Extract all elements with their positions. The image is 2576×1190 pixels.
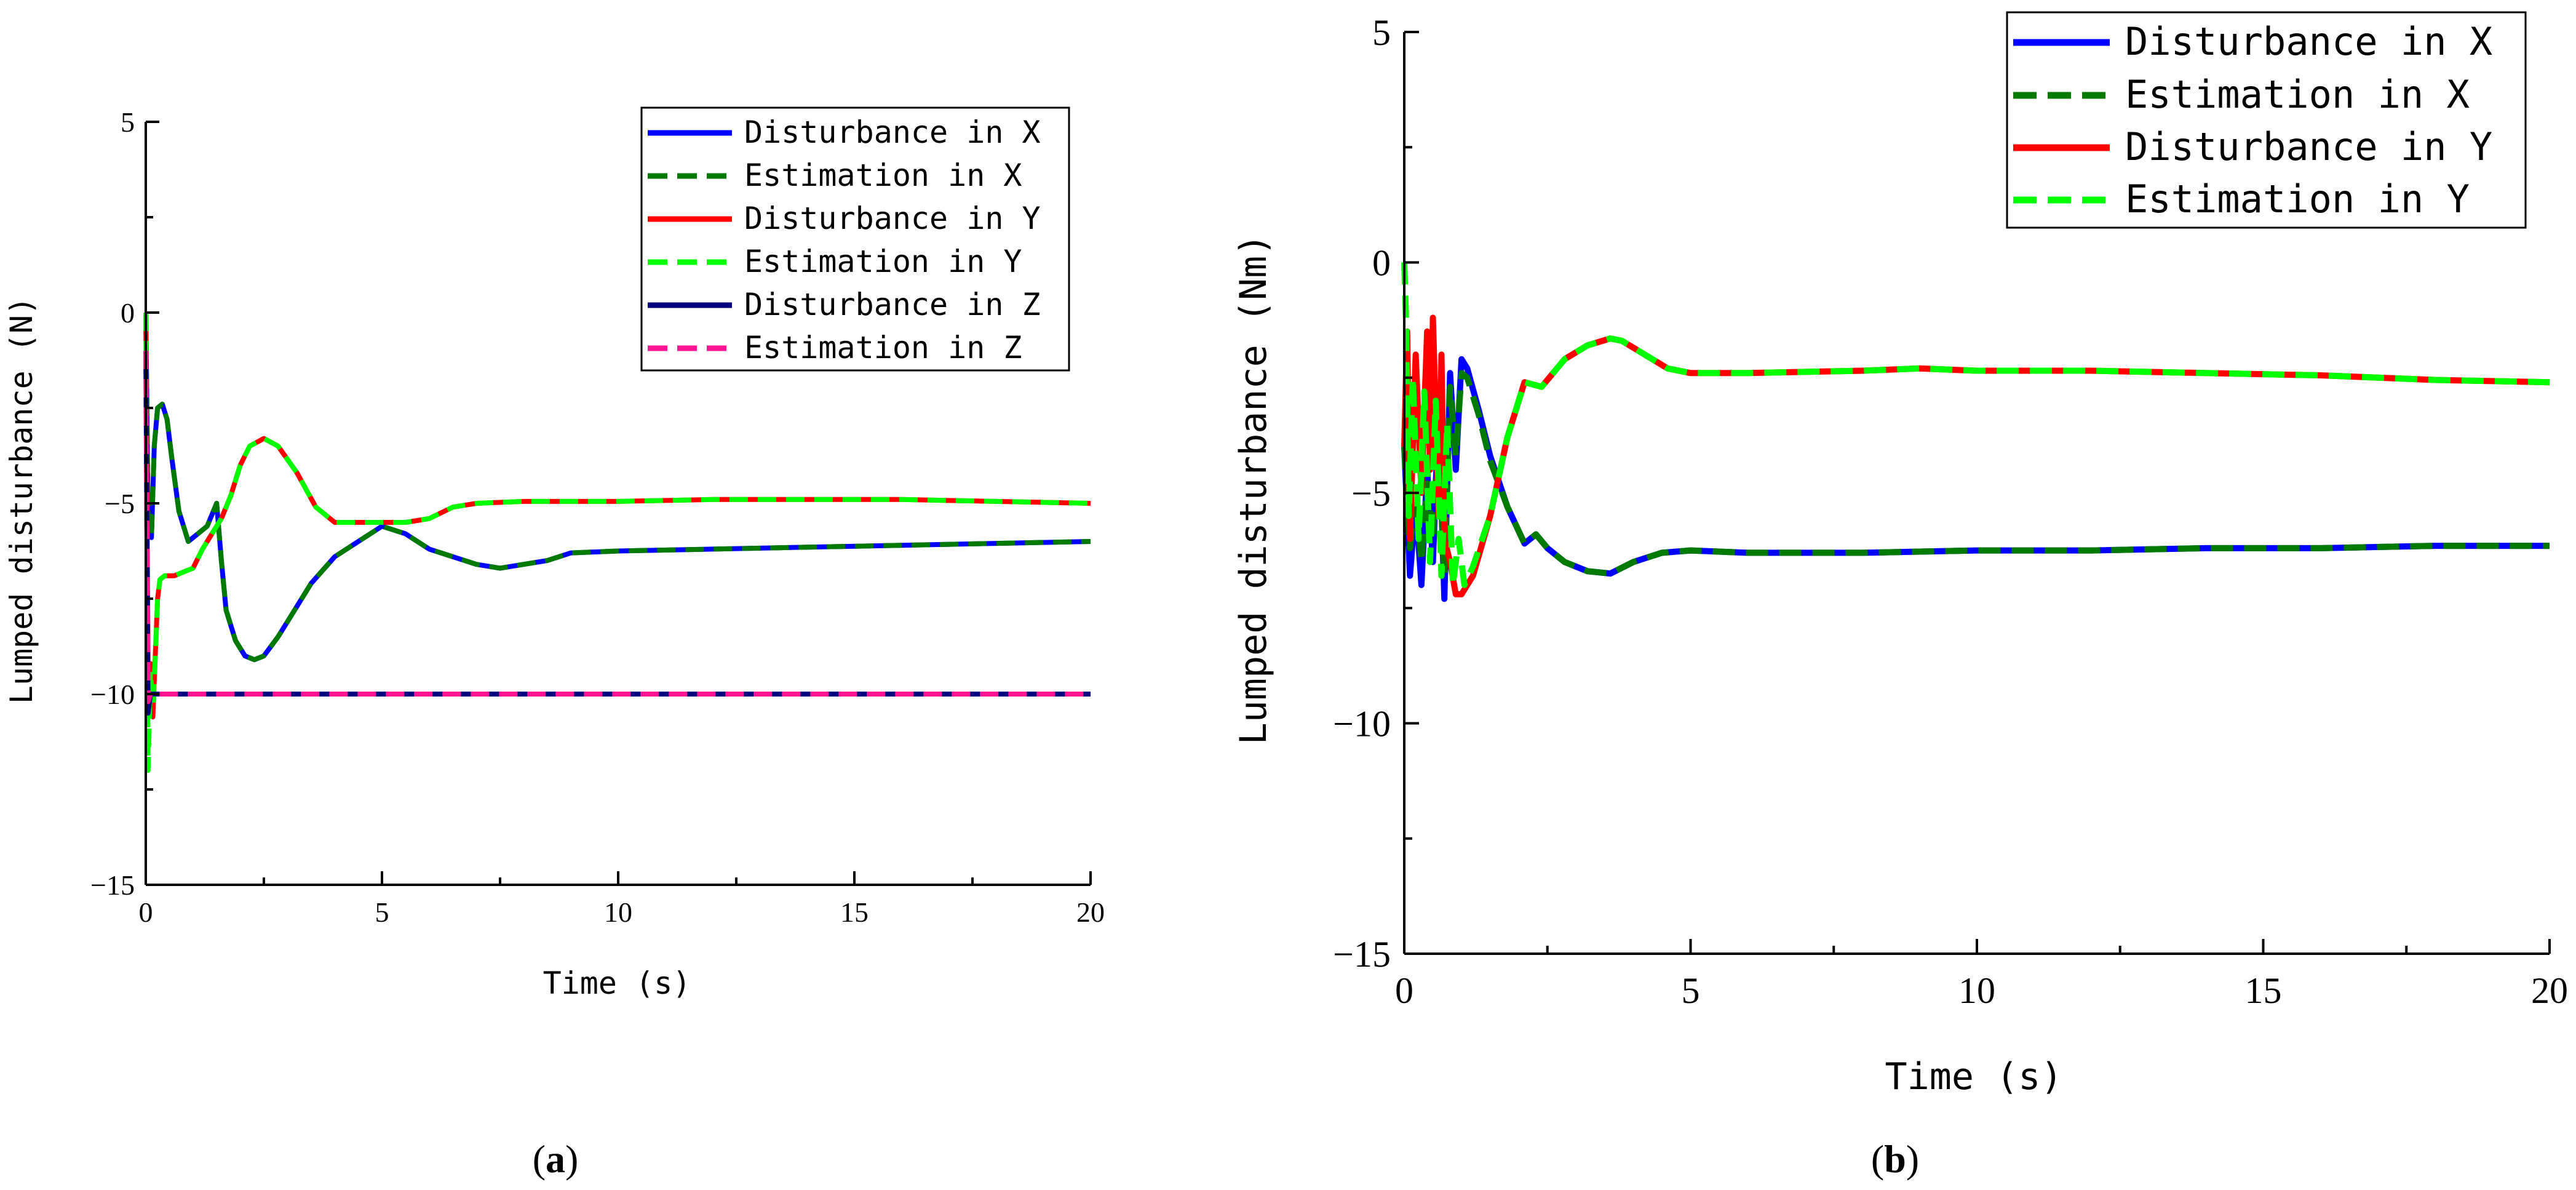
legend-label: Disturbance in X (744, 114, 1041, 150)
x-tick-label: 10 (1958, 970, 1995, 1011)
legend-label: Disturbance in Y (744, 201, 1041, 236)
legend-entry-estimation-z: Estimation in Z (648, 330, 1022, 365)
x-tick-label: 0 (139, 896, 153, 928)
legend-entry-estimation-x: Estimation in X (2013, 72, 2470, 117)
y-tick-label: −5 (105, 488, 135, 519)
series-line-estimation-in-x (1401, 370, 2550, 579)
y-tick-label: 5 (121, 106, 135, 138)
legend-entry-disturbance-x: Disturbance in X (648, 114, 1041, 150)
legend-label: Estimation in X (744, 158, 1022, 193)
legend-entry-estimation-x: Estimation in X (648, 158, 1022, 193)
series-line-estimation-in-y (143, 312, 1091, 773)
y-tick-label: −15 (1333, 934, 1391, 975)
plot-area-b: 0 5 10 15 20 −15 −10 −5 0 5 (1333, 12, 2568, 1011)
x-tick-label: 10 (604, 896, 632, 928)
series-line-disturbance-in-z (143, 350, 1091, 716)
series-line-disturbance-in-x (1401, 356, 2550, 602)
legend-entry-estimation-y: Estimation in Y (648, 244, 1022, 279)
y-tick-label: 0 (121, 297, 135, 329)
x-tick-label: 5 (1682, 970, 1700, 1011)
legend-label: Estimation in Y (744, 244, 1022, 279)
chart-panel-b: Lumped disturbance (Nm) Time (s) 0 5 10 15 2… (1232, 11, 2568, 1181)
legend-label: Estimation in Z (744, 330, 1022, 365)
series-line-disturbance-in-y (143, 312, 1091, 720)
legend-entry-estimation-y: Estimation in Y (2013, 177, 2470, 222)
x-tick-label: 20 (1076, 896, 1105, 928)
series-group-a (143, 312, 1091, 773)
legend-entry-disturbance-y: Disturbance in Y (648, 201, 1041, 236)
panel-letter-a: a (546, 1137, 565, 1181)
y-tick-label: −15 (90, 869, 135, 901)
chart-panel-a: Lumped disturbance (N) Time (s) 0 5 10 15 20… (4, 106, 1105, 1181)
plot-area-a: 0 5 10 15 20 −15 −10 −5 0 5 (90, 106, 1105, 928)
y-tick-label: −10 (1333, 704, 1391, 745)
legend-entry-disturbance-x: Disturbance in X (2013, 19, 2492, 64)
legend-label: Disturbance in Y (2125, 124, 2492, 169)
y-axis-title-b: Lumped disturbance (Nm) (1232, 234, 1275, 745)
x-tick-label: 15 (2245, 970, 2282, 1011)
legend-entry-disturbance-z: Disturbance in Z (648, 287, 1041, 322)
y-tick-label: 0 (1372, 243, 1391, 284)
series-group-b (1401, 262, 2550, 602)
x-axis-title-b: Time (s) (1885, 1055, 2063, 1098)
legend-label: Disturbance in X (2125, 19, 2492, 64)
x-axis-title-a: Time (s) (543, 965, 691, 1001)
panel-label-a: (a) (533, 1137, 579, 1181)
legend-label: Disturbance in Z (744, 287, 1041, 322)
y-tick-label: −5 (1351, 473, 1391, 514)
x-tick-label: 20 (2531, 970, 2568, 1011)
x-tick-label: 5 (375, 896, 389, 928)
series-line-estimation-in-x (143, 312, 1091, 663)
legend-box-a (640, 106, 1070, 372)
legend-label: Estimation in Y (2125, 177, 2470, 222)
legend-b: Disturbance in X Estimation in X Disturb… (2006, 11, 2527, 229)
y-axis-title-a: Lumped disturbance (N) (4, 297, 39, 704)
panel-label-b: (b) (1871, 1137, 1919, 1181)
series-line-estimation-in-z (143, 350, 1091, 705)
legend-entry-disturbance-y: Disturbance in Y (2013, 124, 2492, 169)
series-line-estimation-in-y (1401, 262, 2550, 588)
y-tick-label: 5 (1372, 12, 1391, 53)
x-tick-label: 15 (840, 896, 869, 928)
y-tick-label: −10 (90, 679, 135, 710)
x-tick-label: 0 (1395, 970, 1413, 1011)
legend-a: Disturbance in X Estimation in X Disturb… (640, 106, 1070, 372)
legend-box-b (2006, 11, 2527, 229)
legend-label: Estimation in X (2125, 72, 2470, 117)
panel-letter-b: b (1884, 1137, 1906, 1181)
